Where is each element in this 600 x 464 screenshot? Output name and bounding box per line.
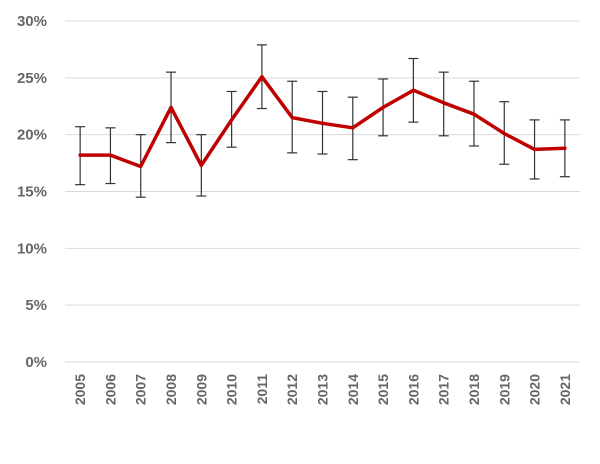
x-tick-label: 2009 <box>193 374 209 405</box>
data-point <box>442 101 446 105</box>
y-tick-label: 25% <box>17 70 47 87</box>
x-tick-label: 2021 <box>557 374 573 405</box>
x-tick-label: 2014 <box>345 374 361 405</box>
data-point <box>260 75 264 79</box>
data-point <box>290 116 294 120</box>
x-tick-label: 2008 <box>163 374 179 405</box>
x-tick-label: 2017 <box>436 374 452 405</box>
x-tick-label: 2013 <box>315 374 331 405</box>
x-tick-label: 2018 <box>466 374 482 405</box>
x-tick-label: 2019 <box>496 374 512 405</box>
y-tick-label: 0% <box>25 354 47 371</box>
data-point <box>411 88 415 92</box>
data-point <box>472 112 476 116</box>
x-tick-label: 2011 <box>254 374 270 405</box>
x-tick-label: 2007 <box>133 374 149 405</box>
data-point <box>169 105 173 109</box>
data-point <box>351 126 355 130</box>
y-tick-label: 20% <box>17 127 47 144</box>
data-point <box>108 153 112 157</box>
data-point <box>502 132 506 136</box>
data-point <box>563 146 567 150</box>
x-tick-label: 2012 <box>284 374 300 405</box>
y-tick-label: 10% <box>17 240 47 257</box>
x-tick-label: 2015 <box>375 374 391 405</box>
x-tick-label: 2010 <box>224 374 240 405</box>
data-point <box>533 147 537 151</box>
data-point <box>381 105 385 109</box>
data-point <box>321 121 324 125</box>
data-point <box>139 164 143 168</box>
data-point <box>78 153 82 157</box>
x-tick-label: 2006 <box>102 374 118 405</box>
y-tick-label: 30% <box>17 13 47 30</box>
data-point <box>230 118 234 122</box>
y-tick-label: 15% <box>17 184 47 201</box>
y-tick-label: 5% <box>25 297 47 314</box>
x-tick-label: 2005 <box>72 374 88 405</box>
x-tick-label: 2020 <box>527 374 543 405</box>
x-tick-label: 2016 <box>405 374 421 405</box>
data-point <box>199 163 203 167</box>
